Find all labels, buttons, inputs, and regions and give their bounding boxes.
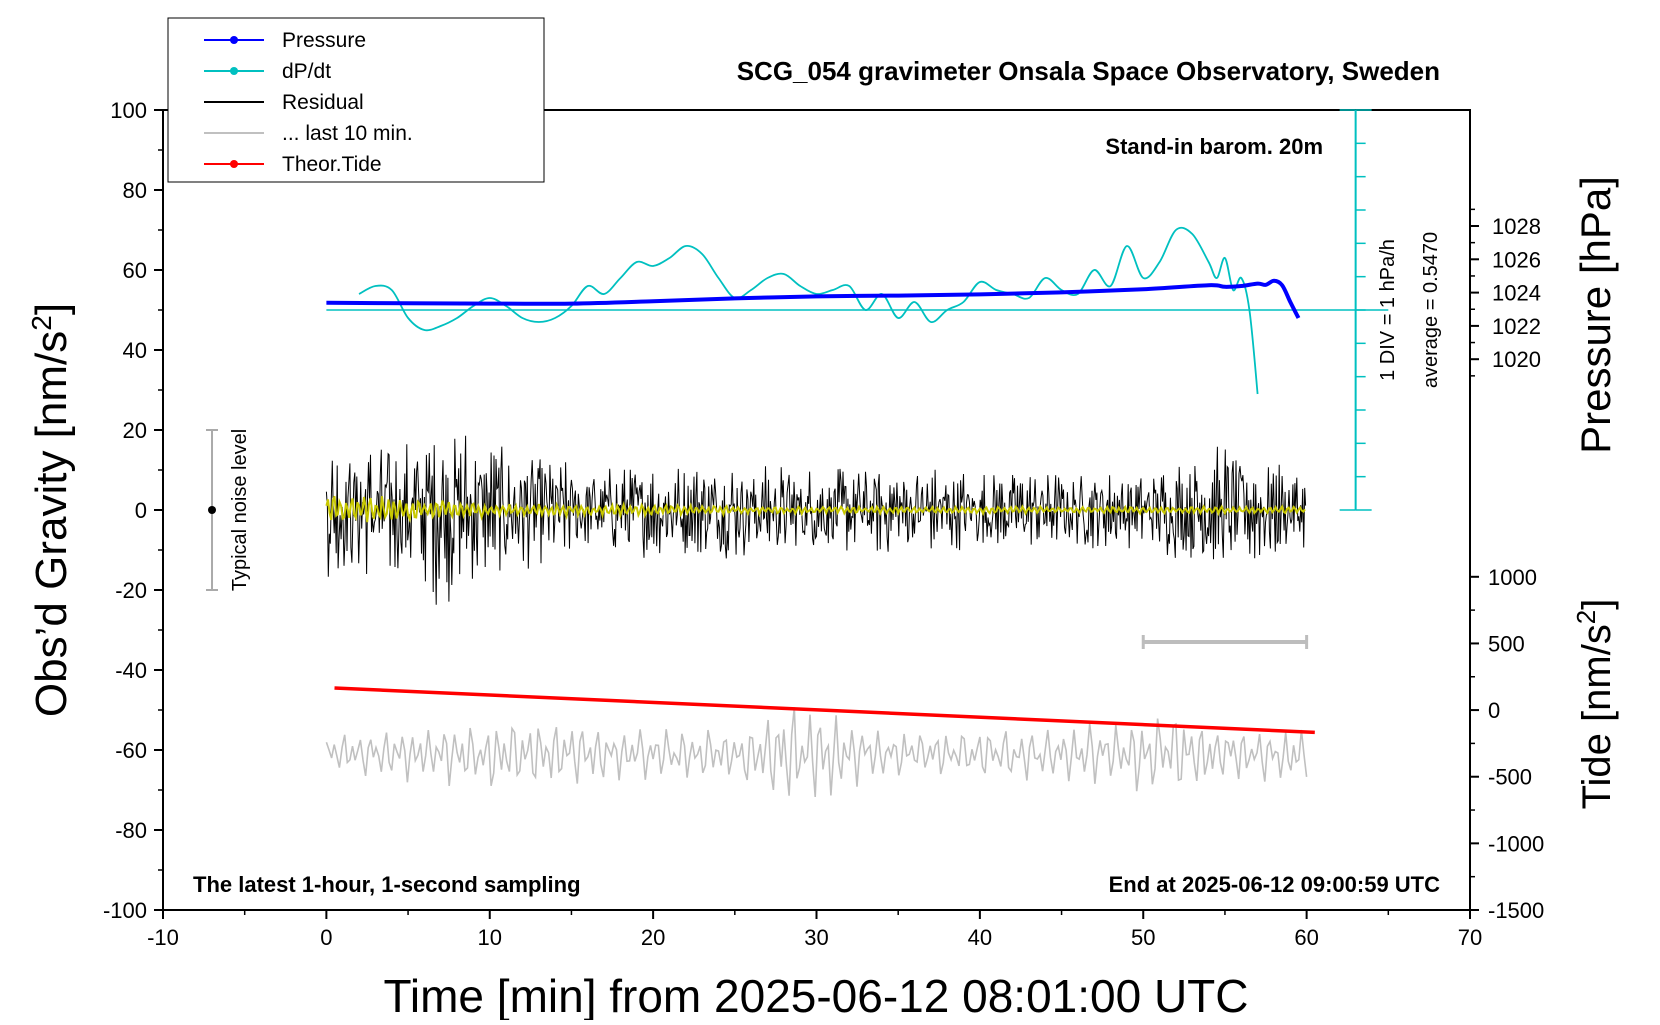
x-tick-label: 30 xyxy=(804,925,828,950)
x-tick-label: 0 xyxy=(320,925,332,950)
chart-title: SCG_054 gravimeter Onsala Space Observat… xyxy=(737,56,1440,86)
tide-tick-label: -1500 xyxy=(1488,898,1544,923)
dpdt-axis xyxy=(326,109,1389,511)
tide-tick-label: 500 xyxy=(1488,631,1525,656)
y-axis-left-title-main: Obs’d Gravity [nm/s xyxy=(27,331,76,717)
tide-axis-title-sup: 2 xyxy=(1571,610,1601,624)
y-axis-left-title-sup: 2 xyxy=(26,315,57,331)
x-tick-label: 20 xyxy=(641,925,665,950)
series-dpdt-line xyxy=(358,226,1259,395)
pressure-tick-label: 1022 xyxy=(1492,314,1541,339)
tide-tick-label: -500 xyxy=(1488,765,1532,790)
y-axis-left-title: Obs’d Gravity [nm/s2] xyxy=(26,303,77,717)
series-residual-smoothed-line xyxy=(325,495,1306,524)
legend-item-label: Residual xyxy=(282,91,364,114)
x-axis-ticks: -10 0 10 20 30 40 50 60 70 xyxy=(147,910,1482,950)
pressure-tick-label: 1020 xyxy=(1492,347,1541,372)
series-theor-tide-line xyxy=(334,686,1315,735)
series-pressure-line xyxy=(326,278,1301,319)
legend-item-label: Pressure xyxy=(282,29,366,52)
legend-item-label: dP/dt xyxy=(282,60,331,83)
x-tick-label: 60 xyxy=(1294,925,1318,950)
y-left-tick-label: 60 xyxy=(123,258,147,283)
y-left-tick-label: -80 xyxy=(115,818,147,843)
stand-in-note: Stand-in barom. 20m xyxy=(1105,134,1323,159)
legend-item-label: ... last 10 min. xyxy=(282,122,413,145)
legend-swatch-marker xyxy=(230,160,238,168)
y-left-tick-label: -60 xyxy=(115,738,147,763)
series-residual-line xyxy=(325,435,1307,605)
legend-item-label: Theor.Tide xyxy=(282,153,382,176)
x-tick-label: -10 xyxy=(147,925,179,950)
y-left-tick-label: -20 xyxy=(115,578,147,603)
dpdt-average-label: average = 0.5470 xyxy=(1420,232,1442,388)
range-bars xyxy=(206,429,1309,649)
x-axis-title: Time [min] from 2025-06-12 08:01:00 UTC xyxy=(384,970,1249,1020)
pressure-tick-label: 1026 xyxy=(1492,247,1541,272)
noise-bar-center-dot xyxy=(208,506,217,514)
legend-swatch-marker xyxy=(230,67,238,75)
series-group xyxy=(325,226,1315,798)
y-left-tick-label: 80 xyxy=(123,178,147,203)
tide-axis-title-end: ] xyxy=(1575,599,1619,610)
tide-axis-ticks: 1000 500 0 -500 -1000 -1500 xyxy=(1470,565,1544,923)
y-left-tick-label: 0 xyxy=(135,498,147,523)
tide-tick-label: 1000 xyxy=(1488,565,1537,590)
tide-axis-title: Tide [nm/s2] xyxy=(1571,599,1619,810)
y-left-tick-label: 100 xyxy=(110,98,147,123)
pressure-axis-ticks: 1028 1026 1024 1022 1020 xyxy=(1470,208,1541,377)
pressure-axis-title: Pressure [hPa] xyxy=(1572,176,1619,454)
x-tick-label: 70 xyxy=(1458,925,1482,950)
end-at-note: End at 2025-06-12 09:00:59 UTC xyxy=(1109,872,1440,897)
legend: Pressure dP/dt Residual ... last 10 min. The… xyxy=(167,17,545,183)
legend-swatch-marker xyxy=(230,36,238,44)
y-left-tick-label: 40 xyxy=(123,338,147,363)
x-tick-label: 10 xyxy=(478,925,502,950)
x-tick-label: 40 xyxy=(968,925,992,950)
y-axis-left-ticks: 100 80 60 40 20 0 -20 -40 -60 -80 -100 xyxy=(103,98,163,923)
pressure-tick-label: 1024 xyxy=(1492,281,1541,306)
pressure-tick-label: 1028 xyxy=(1492,214,1541,239)
noise-level-label: Typical noise level xyxy=(229,429,251,591)
y-axis-left-title-end: ] xyxy=(27,303,76,315)
tide-axis-title-main: Tide [nm/s xyxy=(1575,624,1619,809)
tide-tick-label: -1000 xyxy=(1488,831,1544,856)
series-last10min-line xyxy=(325,707,1308,798)
y-left-tick-label: -100 xyxy=(103,898,147,923)
tide-tick-label: 0 xyxy=(1488,698,1500,723)
legend-box xyxy=(167,17,545,183)
dpdt-div-label: 1 DIV = 1 hPa/h xyxy=(1377,239,1399,381)
y-left-tick-label: -40 xyxy=(115,658,147,683)
x-tick-label: 50 xyxy=(1131,925,1155,950)
y-left-tick-label: 20 xyxy=(123,418,147,443)
latest-note: The latest 1-hour, 1-second sampling xyxy=(193,872,581,897)
